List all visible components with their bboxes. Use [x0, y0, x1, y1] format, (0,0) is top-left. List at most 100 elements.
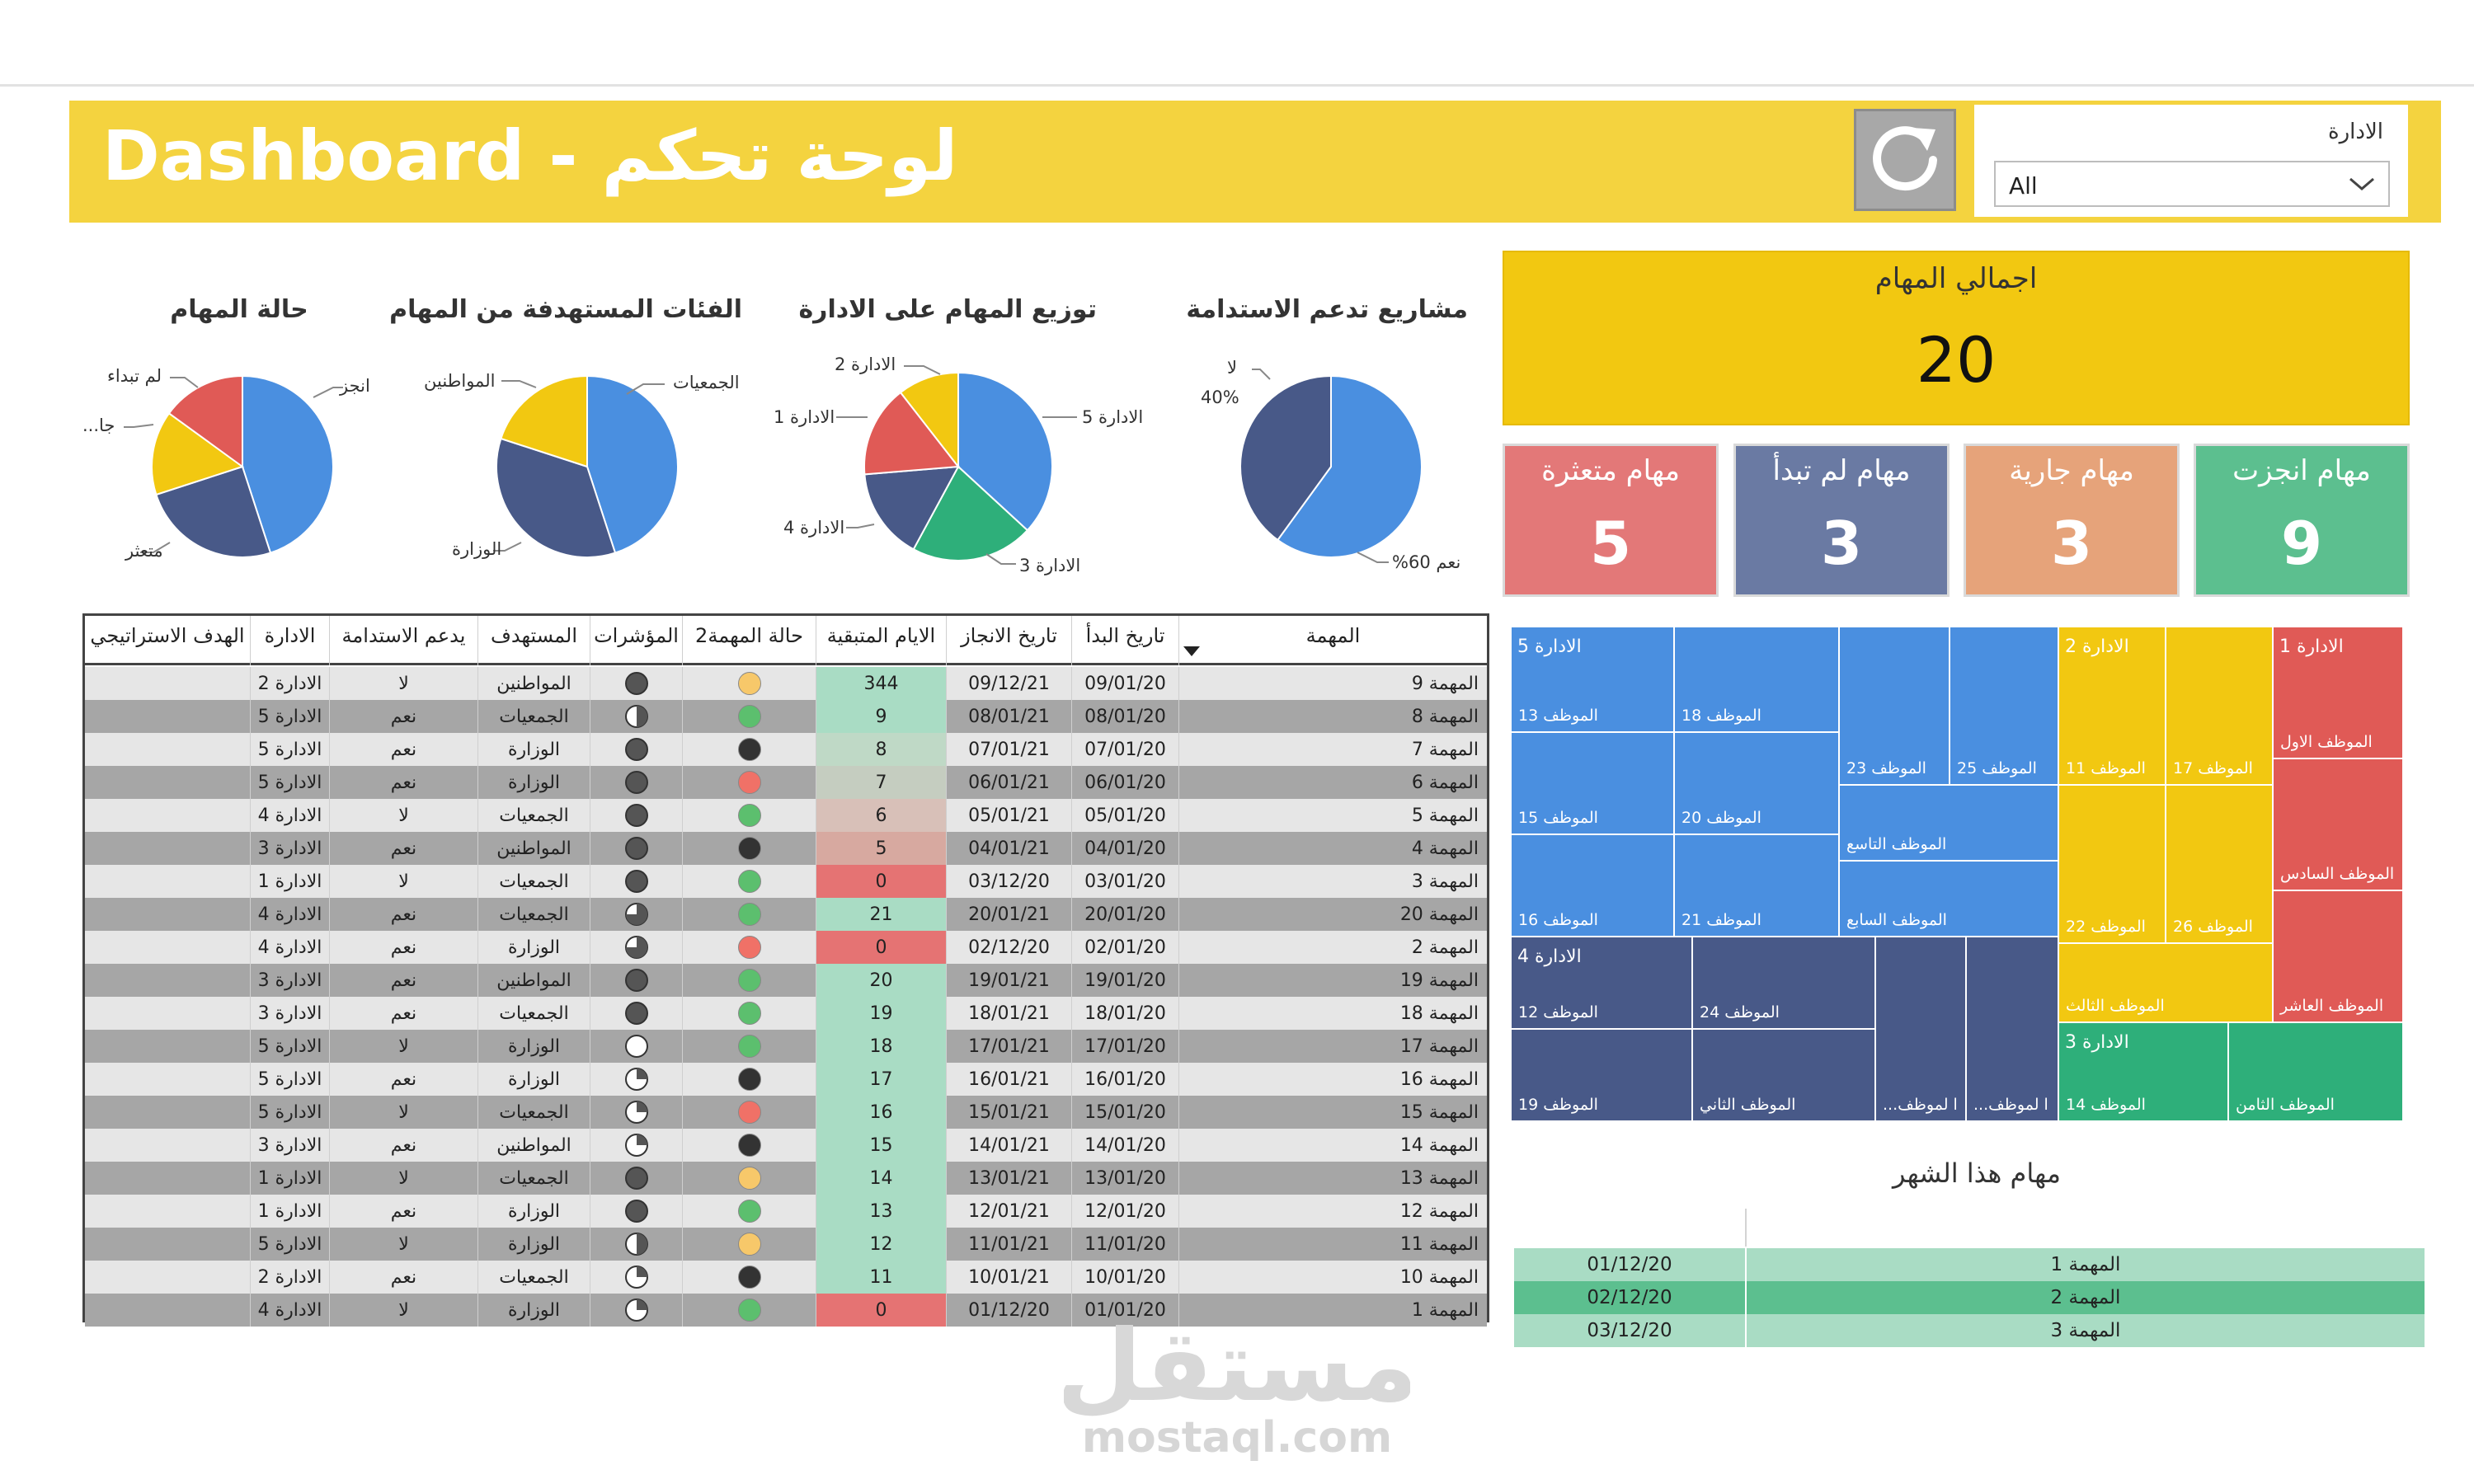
- pie-slice-3-3[interactable]: [863, 465, 960, 551]
- treemap-cell[interactable]: الموظف 18: [1674, 627, 1839, 732]
- treemap-cell[interactable]: الموظف 26: [2166, 785, 2273, 943]
- pie-slice-3-5[interactable]: [899, 371, 959, 469]
- col-goal[interactable]: الهدف الاستراتيجي: [90, 624, 245, 647]
- table-row[interactable]: الادارة 4 نعم الوزارة 0 02/12/20 02/01/20 المه…: [85, 931, 1487, 964]
- treemap-cell[interactable]: الموظف 15: [1511, 732, 1674, 834]
- treemap-cell[interactable]: الموظف 23: [1839, 627, 1950, 785]
- table-row[interactable]: الادارة 5 لا الوزارة 18 17/01/21 17/01/20 المه…: [85, 1030, 1487, 1063]
- pie-slice-2-1[interactable]: [586, 374, 679, 554]
- pie-slice-1-2[interactable]: [155, 465, 272, 558]
- pie-slice-3-4[interactable]: [863, 391, 960, 476]
- cell-end: 02/12/20: [946, 931, 1071, 964]
- treemap-cell[interactable]: الموظف التاسع: [1839, 785, 2058, 861]
- treemap-cell[interactable]: الموظف 16: [1511, 834, 1674, 937]
- treemap-cell[interactable]: الموظف 19: [1511, 1029, 1692, 1121]
- treemap-cell[interactable]: الموظف 17: [2166, 627, 2273, 785]
- pie-slice-2-3[interactable]: [500, 374, 588, 468]
- table-row[interactable]: الادارة 4 لا الوزارة 0 01/12/20 01/01/20 المهم…: [85, 1294, 1487, 1327]
- pie-slice-2-2[interactable]: [496, 437, 617, 558]
- treemap-cell[interactable]: الموظف الثاني: [1692, 1029, 1875, 1121]
- col-remaining[interactable]: الايام المتبقية: [816, 616, 946, 665]
- table-row[interactable]: الادارة 3 نعم المواطنين 5 04/01/21 04/01/20 ال…: [85, 832, 1487, 865]
- table-row[interactable]: الادارة 4 لا الجمعيات 6 05/01/21 05/01/20 المه…: [85, 799, 1487, 832]
- treemap-cell[interactable]: الموظف 22: [2058, 785, 2166, 943]
- table-row[interactable]: الادارة 5 نعم الوزارة 7 06/01/21 06/01/20 المه…: [85, 766, 1487, 799]
- cell-remaining: 12: [816, 1228, 946, 1261]
- col-sustain[interactable]: يدعم الاستدامة: [329, 616, 477, 665]
- col-status2[interactable]: حالة المهمة2: [682, 616, 816, 665]
- treemap-cell[interactable]: الموظف الثامن: [2228, 1022, 2403, 1121]
- table-row[interactable]: الادارة 3 نعم المواطنين 20 19/01/21 19/01/20 ا…: [85, 964, 1487, 997]
- col-indicators[interactable]: المؤشرات: [590, 616, 682, 665]
- col-target[interactable]: المستهدف: [477, 616, 590, 665]
- month-task-row[interactable]: 01/12/20 المهمة 1: [1514, 1248, 2425, 1281]
- treemap-cell[interactable]: الموظف السادس: [2273, 758, 2403, 890]
- cell-end: 04/01/21: [946, 832, 1071, 865]
- cell-sustain: نعم: [329, 997, 477, 1030]
- pie-slice-4-2[interactable]: [1239, 374, 1332, 542]
- table-row[interactable]: الادارة 3 نعم الجمعيات 19 18/01/21 18/01/20 ال…: [85, 997, 1487, 1030]
- treemap-cell[interactable]: الموظف 24: [1692, 937, 1875, 1029]
- treemap-cell[interactable]: الموظف 21: [1674, 834, 1839, 937]
- status-dot-icon: [737, 1167, 761, 1190]
- status-dot-icon: [737, 804, 761, 827]
- cell-goal: [85, 1228, 250, 1261]
- harvey-ball-icon: [625, 1266, 648, 1289]
- pie-slice-3-1[interactable]: [957, 371, 1053, 532]
- cell-goal: [85, 1162, 250, 1195]
- department-dropdown[interactable]: All: [1994, 161, 2390, 207]
- cell-status: [682, 1030, 816, 1063]
- table-row[interactable]: الادارة 1 نعم الوزارة 13 12/01/21 12/01/20 الم…: [85, 1195, 1487, 1228]
- table-row[interactable]: الادارة 5 لا الجمعيات 16 15/01/21 15/01/20 الم…: [85, 1096, 1487, 1129]
- pie-slice-1-1[interactable]: [242, 374, 334, 554]
- table-row[interactable]: الادارة 5 نعم الوزارة 17 16/01/21 16/01/20 الم…: [85, 1063, 1487, 1096]
- table-row[interactable]: الادارة 2 نعم الجمعيات 11 10/01/21 10/01/20 ال…: [85, 1261, 1487, 1294]
- treemap-cell[interactable]: الموظف 12: [1511, 937, 1692, 1029]
- cell-target: الوزارة: [477, 1063, 590, 1096]
- treemap-cell[interactable]: الموظف 20: [1674, 732, 1839, 834]
- refresh-button[interactable]: [1854, 109, 1956, 211]
- table-row[interactable]: الادارة 4 نعم الجمعيات 21 20/01/21 20/01/20 ال…: [85, 898, 1487, 931]
- status-dot-icon: [737, 672, 761, 695]
- table-row[interactable]: الادارة 5 نعم الجمعيات 9 08/01/21 08/01/20 الم…: [85, 700, 1487, 733]
- table-row[interactable]: الادارة 3 نعم المواطنين 15 14/01/21 14/01/20 ا…: [85, 1129, 1487, 1162]
- kpi-late-label: مهام متعثرة: [1541, 454, 1680, 487]
- cell-dept: الادارة 5: [250, 1096, 329, 1129]
- cell-status: [682, 1129, 816, 1162]
- sort-desc-icon[interactable]: [1182, 644, 1202, 659]
- cell-status: [682, 1162, 816, 1195]
- cell-start: 11/01/20: [1071, 1228, 1178, 1261]
- treemap-cell[interactable]: الموظف 13: [1511, 627, 1674, 732]
- treemap-cell[interactable]: الموظف العاشر: [2273, 890, 2403, 1022]
- treemap-cell-label: الموظف 13: [1518, 707, 1598, 725]
- treemap-cell[interactable]: الموظف الثالث: [2058, 943, 2273, 1022]
- treemap-cell[interactable]: ا لموظف...: [1875, 937, 1966, 1121]
- cell-sustain: نعم: [329, 766, 477, 799]
- table-row[interactable]: الادارة 5 نعم الوزارة 8 07/01/21 07/01/20 المه…: [85, 733, 1487, 766]
- treemap-cell[interactable]: الموظف السابع: [1839, 861, 2058, 937]
- treemap-cell-label: الموظف التاسع: [1846, 835, 1947, 853]
- col-start[interactable]: تاريخ البدأ: [1071, 616, 1178, 665]
- table-row[interactable]: الادارة 5 لا الوزارة 12 11/01/21 11/01/20 المه…: [85, 1228, 1487, 1261]
- harvey-ball-icon: [625, 936, 648, 959]
- month-task-date: 02/12/20: [1587, 1287, 1672, 1308]
- pie-slice-1-4[interactable]: [167, 374, 243, 468]
- pie-slice-3-2[interactable]: [912, 465, 1029, 561]
- treemap-cell[interactable]: الموظف 25: [1950, 627, 2058, 785]
- month-task-row[interactable]: 03/12/20 المهمة 3: [1514, 1314, 2425, 1347]
- table-row[interactable]: الادارة 1 لا الجمعيات 0 03/12/20 03/01/20 المه…: [85, 865, 1487, 898]
- col-end[interactable]: تاريخ الانجاز: [946, 616, 1071, 665]
- pie-slice-1-3[interactable]: [151, 411, 245, 496]
- col-dept[interactable]: الادارة: [250, 616, 329, 665]
- treemap-cell[interactable]: الموظف 11: [2058, 627, 2166, 785]
- month-task-row[interactable]: 02/12/20 المهمة 2: [1514, 1281, 2425, 1314]
- treemap-cell[interactable]: الموظف 14: [2058, 1022, 2228, 1121]
- pie-slice-4-1[interactable]: [1276, 374, 1423, 558]
- cell-target: الجمعيات: [477, 865, 590, 898]
- treemap-cell[interactable]: ا لموظف...: [1966, 937, 2058, 1121]
- table-row[interactable]: الادارة 1 لا الجمعيات 14 13/01/21 13/01/20 الم…: [85, 1162, 1487, 1195]
- sustainability-label-no-pct: 40%: [1201, 387, 1239, 407]
- treemap-cell[interactable]: الموظف الاول: [2273, 627, 2403, 758]
- table-row[interactable]: الادارة 2 لا المواطنين 344 09/12/21 09/01/20 ا…: [85, 667, 1487, 700]
- col-task[interactable]: المهمة: [1178, 616, 1487, 665]
